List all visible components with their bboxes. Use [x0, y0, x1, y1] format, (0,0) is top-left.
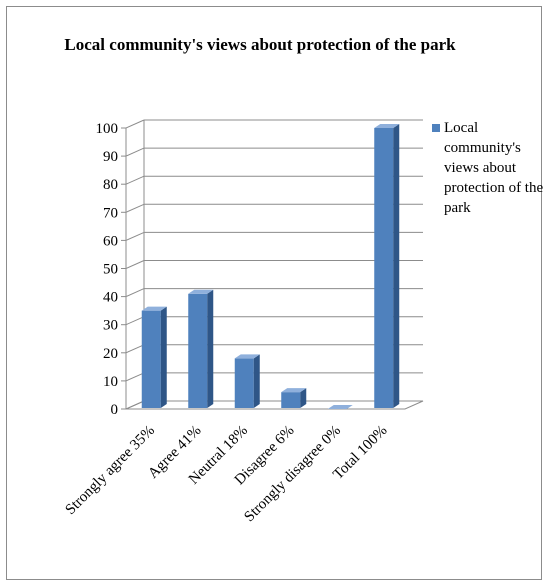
bar-side: [393, 124, 400, 408]
gridline-side: [125, 147, 145, 157]
bar: [141, 306, 167, 408]
gridline-side: [125, 344, 145, 354]
bar-front: [374, 128, 394, 408]
bar: [327, 405, 353, 409]
bar-front: [281, 392, 301, 408]
gridline-side: [125, 203, 145, 213]
floor: [125, 400, 424, 410]
y-tick-label: 70: [103, 205, 118, 221]
legend-swatch: [432, 124, 440, 132]
gridline-side: [125, 372, 145, 382]
gridline-side: [125, 119, 145, 129]
bar-side: [253, 354, 260, 408]
bar-top: [141, 306, 167, 311]
bar-side: [207, 289, 214, 408]
y-tick-label: 90: [103, 149, 118, 165]
y-tick-label: 0: [111, 402, 119, 418]
chart-frame: [6, 6, 542, 580]
gridline-side: [125, 316, 145, 326]
gridline-side: [125, 231, 145, 241]
bar-front: [188, 293, 208, 408]
bar-layer: [141, 124, 400, 409]
y-tick-label: 40: [103, 290, 118, 306]
y-tick-label: 100: [96, 121, 119, 137]
y-tick-label: 10: [103, 374, 118, 390]
x-category-label: Strongly agree 35%: [63, 423, 159, 519]
bar-top: [188, 289, 214, 294]
gridline-side: [125, 175, 145, 185]
bar-side: [160, 306, 167, 408]
bar-front: [141, 310, 161, 408]
bar: [281, 388, 307, 408]
label-layer: 0 10 20 30 40 50 60 70 80 90 100 Strongly agree 35%…: [63, 121, 391, 525]
y-tick-label: 50: [103, 262, 118, 278]
bar-top: [234, 354, 260, 359]
bar: [234, 354, 260, 408]
bar: [188, 289, 214, 408]
y-tick-label: 20: [103, 346, 118, 362]
bar-top: [374, 124, 400, 128]
axis-layer: [121, 127, 127, 410]
bar-top: [327, 405, 353, 409]
gridline-side: [125, 288, 145, 298]
chart-title: Local community's views about protection…: [64, 35, 456, 54]
y-tick-label: 80: [103, 177, 118, 193]
y-tick-label: 60: [103, 233, 118, 249]
legend-label: Local community's views about protection…: [444, 120, 544, 216]
gridline-side: [125, 260, 145, 269]
bar-side: [300, 388, 307, 408]
bar-front: [234, 358, 254, 408]
bar: [374, 124, 400, 408]
bar-top: [281, 388, 307, 393]
y-tick-label: 30: [103, 318, 118, 334]
